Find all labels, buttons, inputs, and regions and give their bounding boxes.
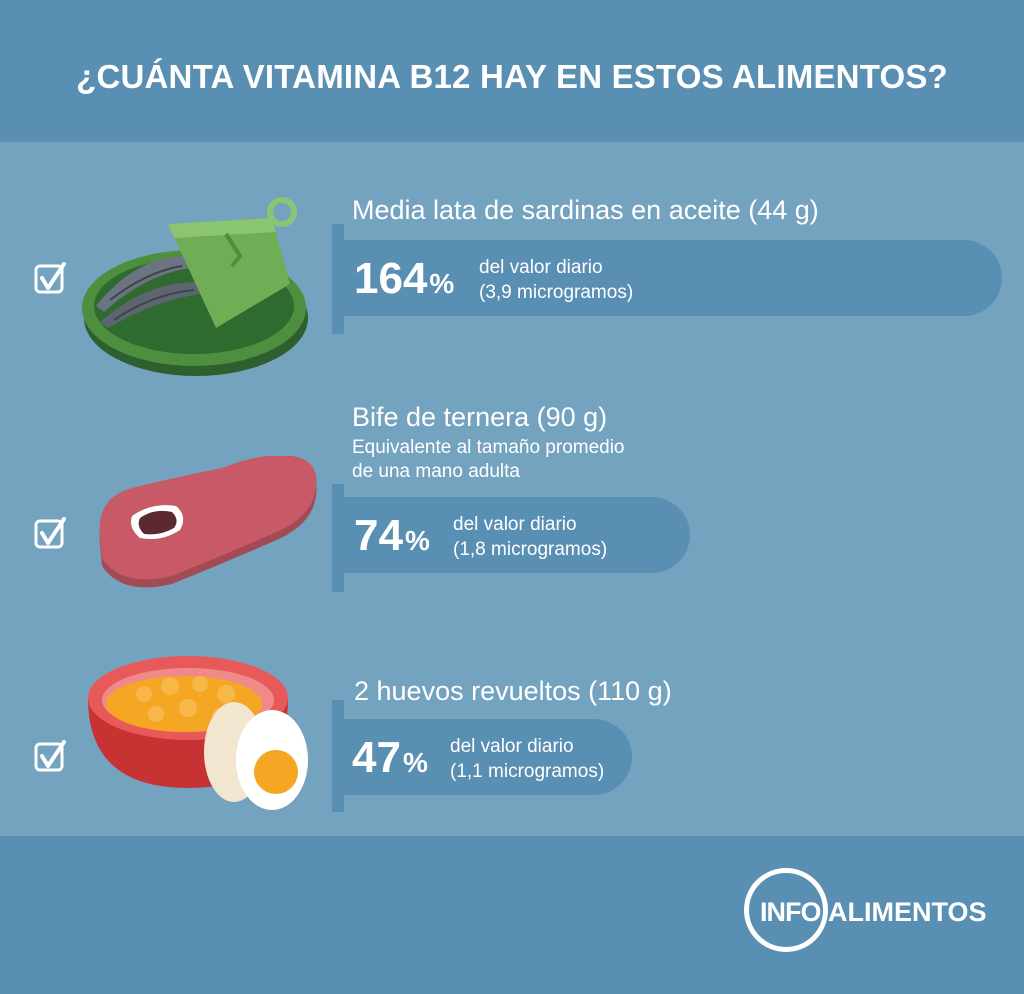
checkmark-icon — [34, 517, 66, 549]
food-title: 2 huevos revueltos (110 g) — [354, 676, 672, 706]
sardine-can-icon — [82, 197, 308, 376]
food-subtitle: Equivalente al tamaño promedio — [352, 437, 625, 458]
percent-description: del valor diario (3,9 microgramos) — [479, 257, 634, 303]
percent-value: 47% — [352, 733, 428, 782]
percent-value: 164% — [354, 254, 455, 303]
percent-value: 74% — [354, 511, 430, 560]
food-title: Bife de ternera (90 g) — [352, 402, 608, 432]
infoalimentos-logo: INFO ALIMENTOS — [744, 868, 987, 964]
value-pill — [332, 497, 690, 573]
food-title: Media lata de sardinas en aceite (44 g) — [352, 195, 819, 225]
footer-band — [0, 836, 1024, 994]
steak-icon — [99, 456, 317, 588]
eggs-bowl-icon — [88, 656, 308, 810]
value-pill — [332, 719, 632, 795]
logo-info-text: INFO — [760, 897, 821, 927]
value-pill — [332, 240, 1002, 316]
logo-name-text: ALIMENTOS — [828, 897, 987, 927]
checkmark-icon — [34, 262, 66, 294]
percent-description: del valor diario (1,1 microgramos) — [450, 736, 605, 782]
percent-description: del valor diario (1,8 microgramos) — [453, 514, 608, 560]
page-title: ¿CUÁNTA VITAMINA B12 HAY EN ESTOS ALIMEN… — [76, 58, 948, 95]
checkmark-icon — [34, 740, 66, 772]
header-band: ¿CUÁNTA VITAMINA B12 HAY EN ESTOS ALIMEN… — [0, 0, 1024, 142]
food-subtitle: de una mano adulta — [352, 461, 520, 482]
logo-ring — [744, 868, 828, 952]
